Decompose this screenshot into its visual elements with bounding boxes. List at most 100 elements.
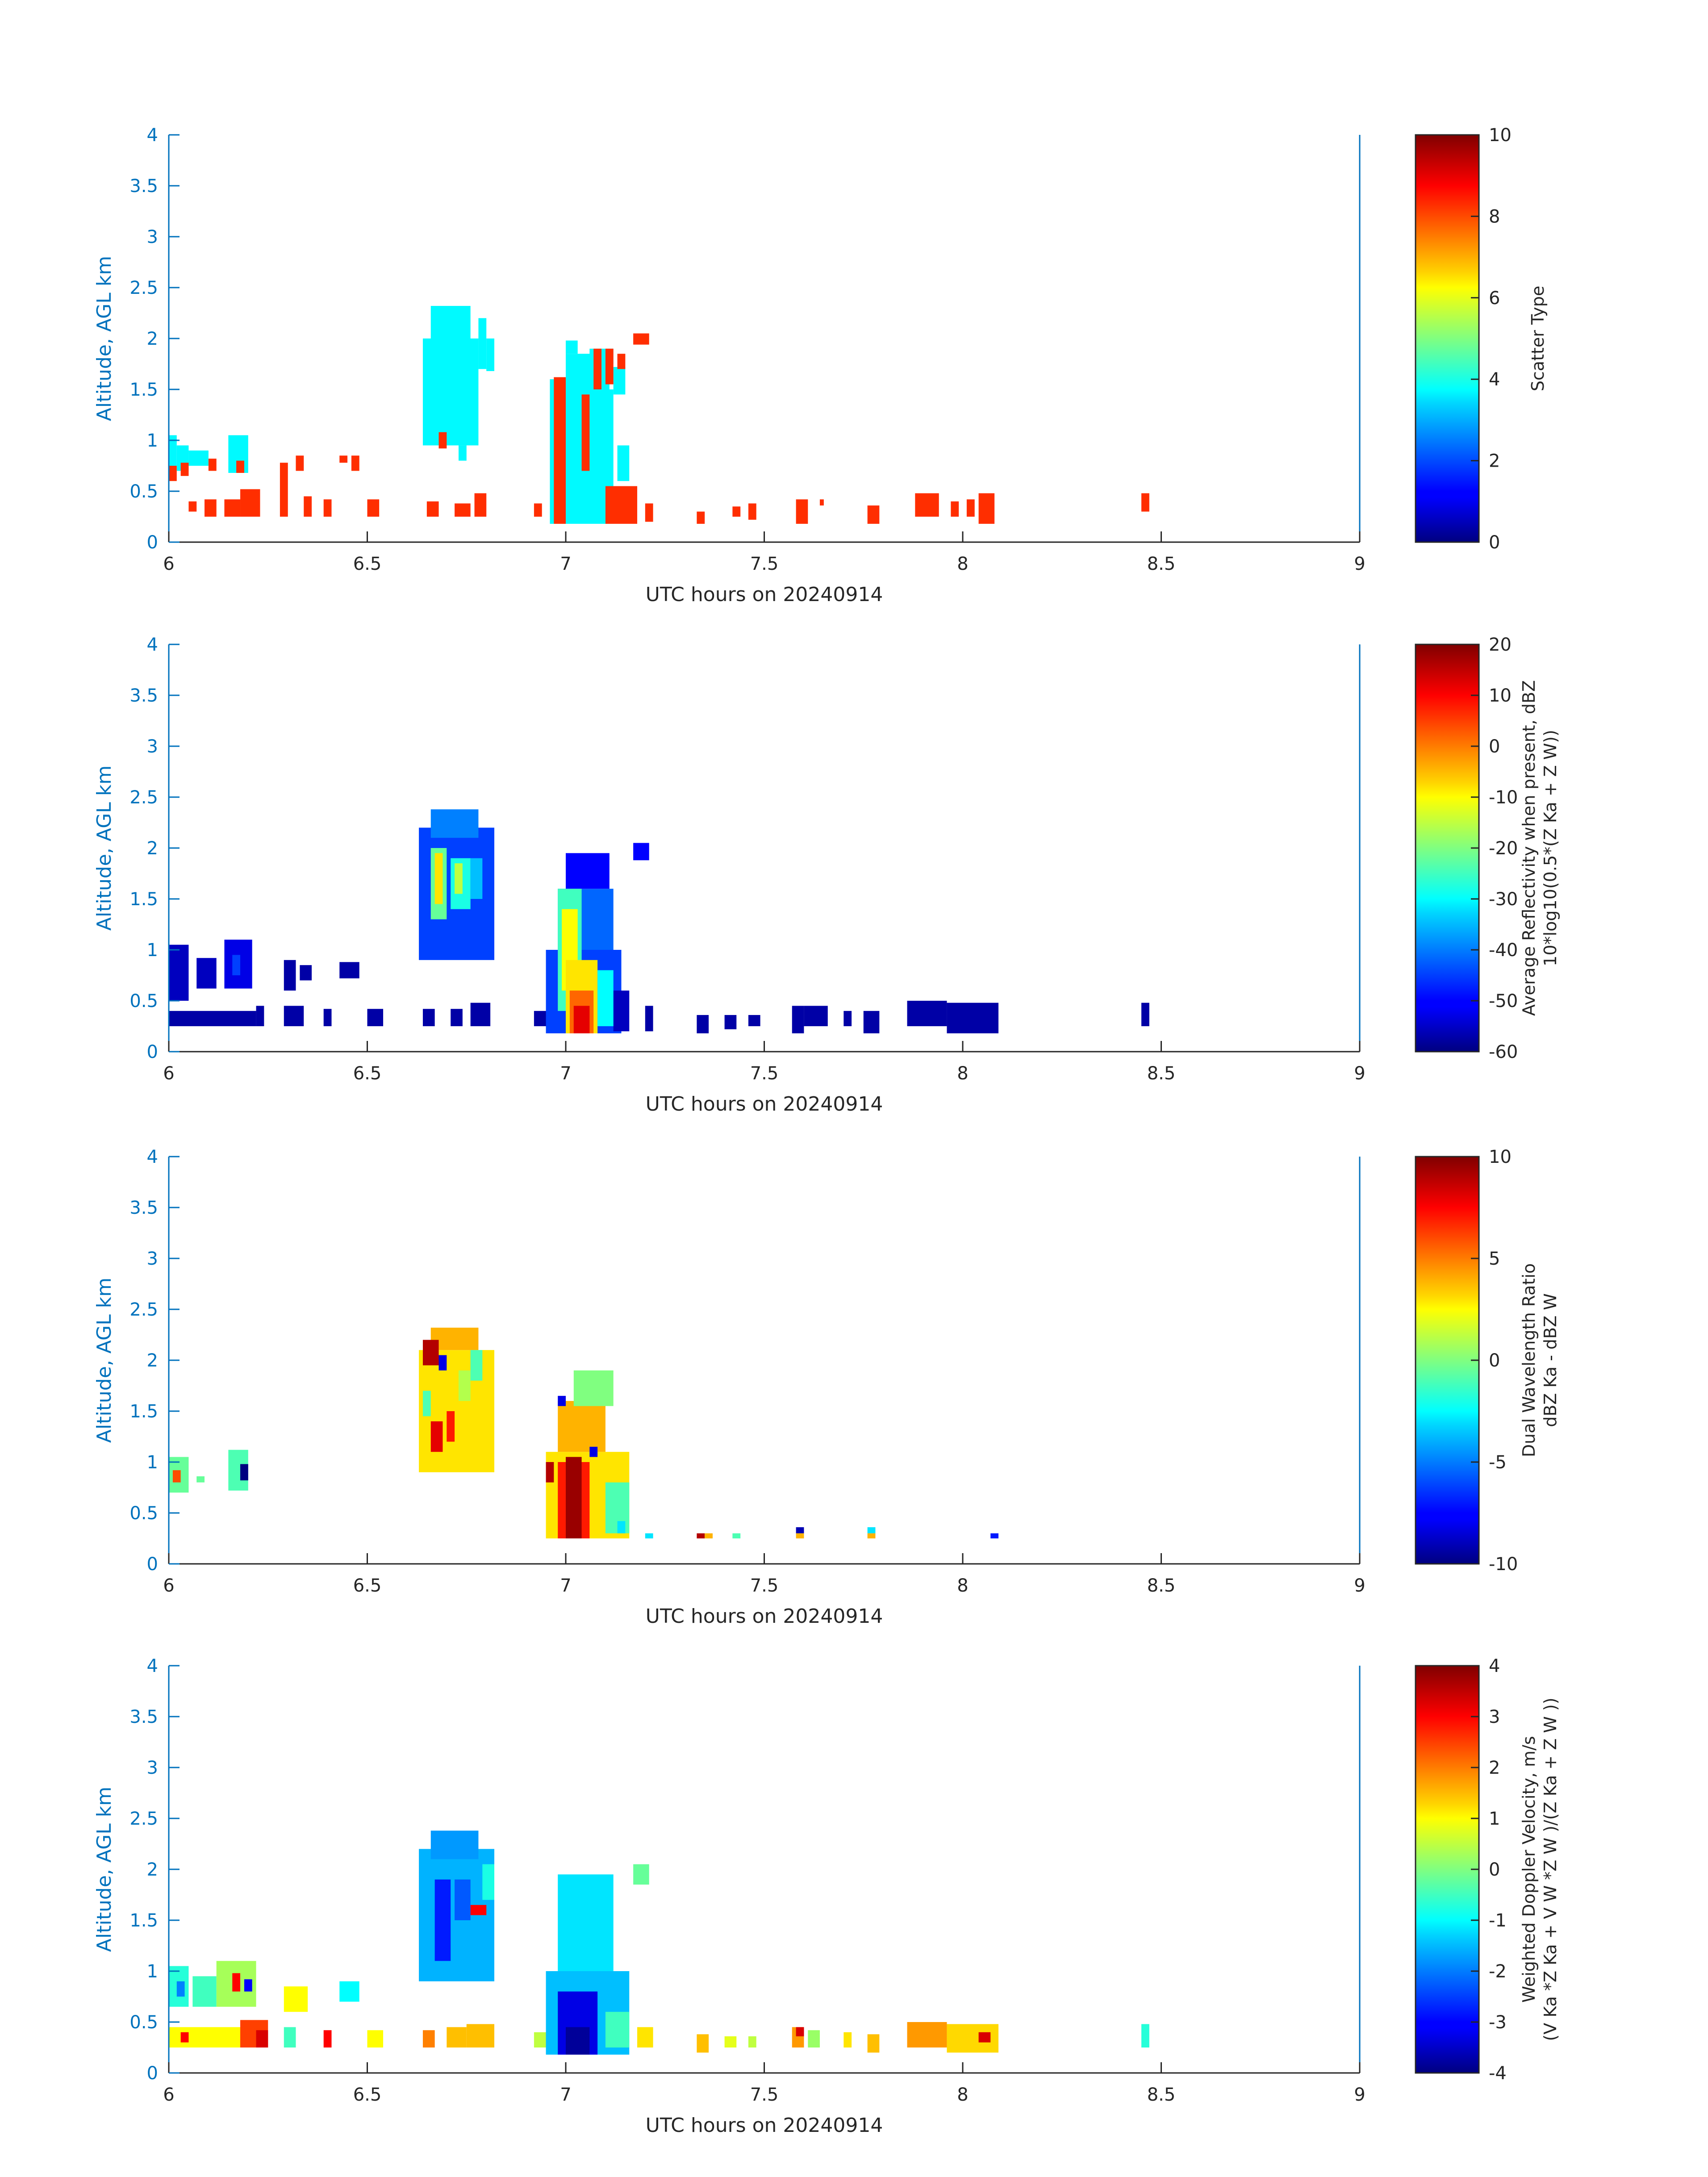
- data-cell: [645, 503, 653, 522]
- x-tick-label: 6: [163, 1575, 174, 1596]
- y-tick-label: 2: [147, 838, 158, 859]
- data-cell: [546, 1462, 554, 1483]
- data-cell: [867, 505, 880, 524]
- data-cell: [605, 2012, 630, 2047]
- data-cell: [566, 853, 610, 889]
- data-cell: [208, 459, 217, 471]
- data-cell: [605, 348, 614, 384]
- data-cell: [915, 493, 939, 517]
- y-tick-label: 2.5: [129, 278, 158, 298]
- data-cell: [605, 486, 638, 524]
- data-cell: [573, 1006, 590, 1033]
- colorbar-tick-label: -40: [1489, 940, 1518, 961]
- colorbar-tick-label: 10: [1489, 1147, 1512, 1167]
- data-cell: [581, 394, 590, 471]
- data-cell: [724, 2036, 737, 2047]
- data-cell: [256, 2030, 268, 2047]
- data-cell: [284, 960, 296, 991]
- x-axis-label: UTC hours on 20240914: [646, 1093, 883, 1116]
- data-cell: [697, 1533, 705, 1538]
- data-cell: [907, 1001, 947, 1026]
- y-tick-label: 0: [147, 2063, 158, 2084]
- colorbar-tick-label: 0: [1489, 1859, 1500, 1880]
- data-cell: [455, 1879, 471, 1920]
- x-tick-label: 8: [957, 2085, 968, 2105]
- y-tick-label: 0.5: [129, 2012, 158, 2033]
- data-cell: [819, 499, 824, 506]
- x-tick-label: 7: [560, 1063, 571, 1084]
- y-tick-label: 1.5: [129, 380, 158, 400]
- y-tick-label: 2: [147, 329, 158, 349]
- colorbar-tick-label: -4: [1489, 2063, 1507, 2084]
- y-tick-label: 4: [147, 1147, 158, 1167]
- data-cell: [796, 2027, 804, 2036]
- data-cell: [808, 2030, 820, 2047]
- data-cell: [196, 958, 217, 989]
- x-axis-label: UTC hours on 20240914: [646, 2114, 883, 2137]
- colorbar: [1415, 1156, 1480, 1565]
- data-cell: [240, 489, 260, 517]
- x-tick-label: 7.5: [750, 1063, 779, 1084]
- colorbar-tick-label: 0: [1489, 532, 1500, 553]
- x-tick-label: 6: [163, 554, 174, 574]
- data-cell: [732, 506, 741, 517]
- y-tick-label: 4: [147, 125, 158, 146]
- x-tick-label: 7.5: [750, 2085, 779, 2105]
- data-cell: [844, 1011, 852, 1026]
- data-cell: [451, 1009, 463, 1026]
- y-tick-label: 1.5: [129, 1910, 158, 1931]
- data-cell: [447, 1411, 455, 1442]
- data-cell: [705, 1533, 713, 1538]
- data-cell: [470, 1905, 487, 1915]
- data-cell: [188, 501, 197, 512]
- data-cell: [613, 367, 626, 395]
- y-tick-label: 3.5: [129, 1198, 158, 1218]
- data-cell: [422, 1340, 439, 1366]
- panel-3: 6 6.5 7 7.5 8 8.5 9 0 0.5 1 1.5 2 2.5 3 3.5 4 UTC hours …: [93, 1147, 1560, 1628]
- data-cell: [617, 445, 630, 481]
- x-tick-label: 8: [957, 1063, 968, 1084]
- data-cell: [236, 460, 244, 473]
- colorbar-tick-label: 2: [1489, 451, 1500, 472]
- data-cell: [284, 2027, 296, 2047]
- colorbar-label: Average Reflectivity when present, dBZ: [1519, 680, 1539, 1016]
- data-cell: [697, 1015, 709, 1033]
- colorbar: [1415, 643, 1480, 1053]
- data-cell: [732, 1533, 741, 1538]
- x-tick-label: 6: [163, 1063, 174, 1084]
- data-cell: [438, 432, 447, 449]
- data-cell: [232, 1973, 241, 1992]
- plot-area: [169, 1666, 1360, 2073]
- data-cell: [697, 2034, 709, 2053]
- data-cell: [430, 1830, 479, 1859]
- data-cell: [280, 463, 288, 517]
- plot-area: [169, 1157, 1360, 1564]
- data-cell: [458, 1370, 471, 1401]
- data-cells: [169, 809, 1149, 1033]
- data-cell: [205, 499, 217, 517]
- data-cells: [169, 1830, 1149, 2055]
- y-tick-label: 1: [147, 1961, 158, 1982]
- data-cell: [470, 858, 483, 899]
- colorbar-label-2: dBZ Ka - dBZ W: [1541, 1293, 1560, 1427]
- data-cell: [796, 499, 808, 524]
- data-cell: [482, 1864, 494, 1900]
- data-cell: [232, 955, 241, 975]
- data-cell: [284, 1986, 308, 2012]
- data-cell: [422, 1009, 435, 1026]
- y-axis-label: Altitude, AGL km: [93, 256, 116, 421]
- data-cell: [192, 1976, 217, 2007]
- data-cell: [422, 338, 479, 446]
- colorbar-tick-label: -1: [1489, 1910, 1507, 1931]
- x-tick-label: 8.5: [1147, 1575, 1176, 1596]
- data-cell: [455, 503, 471, 517]
- data-cell: [724, 1015, 737, 1029]
- y-tick-label: 2.5: [129, 787, 158, 808]
- y-tick-label: 0: [147, 1554, 158, 1575]
- colorbar: [1415, 1665, 1480, 2074]
- data-cell: [593, 348, 602, 389]
- data-cell: [447, 2027, 467, 2047]
- data-cell: [554, 377, 566, 524]
- data-cell: [645, 1533, 653, 1538]
